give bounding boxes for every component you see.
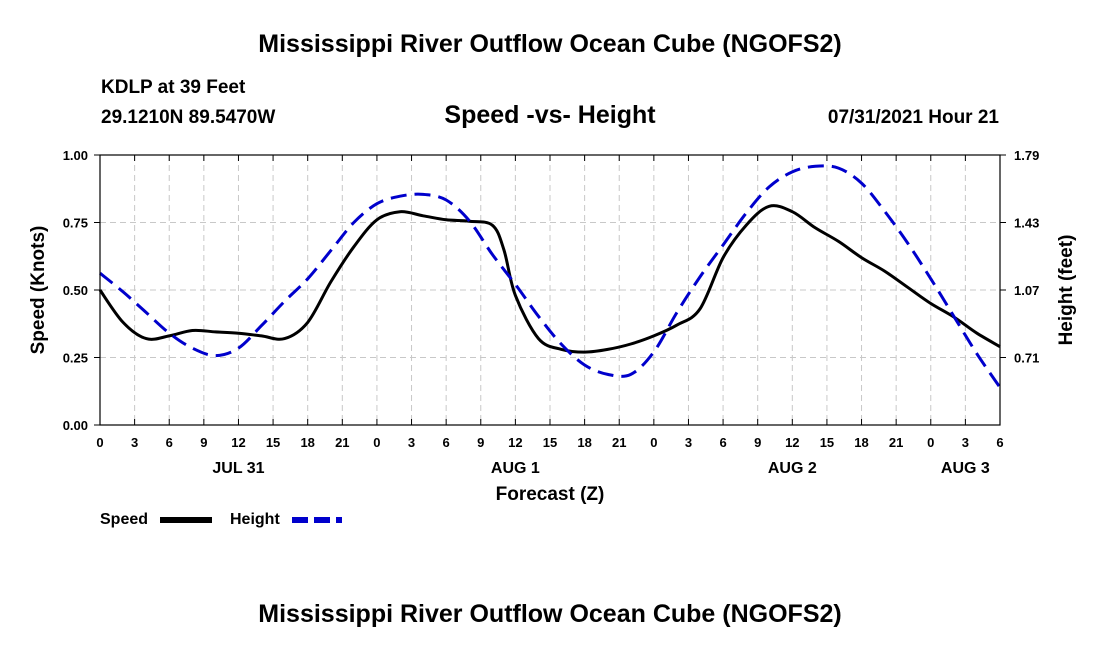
y-tick-label: 0.75	[63, 216, 88, 231]
x-tick-label: 15	[820, 435, 834, 450]
x-tick-label: 3	[131, 435, 138, 450]
x-tick-label: 0	[927, 435, 934, 450]
x-tick-label: 6	[719, 435, 726, 450]
y2-tick-label: 1.79	[1014, 148, 1039, 163]
x-day-label: AUG 3	[941, 460, 990, 477]
x-day-label: JUL 31	[212, 460, 264, 477]
x-tick-label: 18	[300, 435, 314, 450]
legend-height-label: Height	[230, 511, 280, 528]
y2-tick-label: 0.71	[1014, 351, 1039, 366]
x-tick-label: 9	[200, 435, 207, 450]
x-tick-label: 6	[443, 435, 450, 450]
x-tick-label: 18	[854, 435, 868, 450]
x-tick-label: 21	[612, 435, 626, 450]
x-tick-label: 0	[650, 435, 657, 450]
forecast-datetime: 07/31/2021 Hour 21	[827, 107, 999, 128]
x-day-label: AUG 1	[491, 460, 540, 477]
x-tick-label: 0	[96, 435, 103, 450]
y-tick-label: 0.00	[63, 418, 88, 433]
x-tick-label: 0	[373, 435, 380, 450]
chart-title: Mississippi River Outflow Ocean Cube (NG…	[258, 30, 842, 58]
data-series	[98, 164, 1002, 389]
grid-lines	[100, 155, 1000, 425]
x-day-label: AUG 2	[768, 460, 817, 477]
x-tick-label: 9	[754, 435, 761, 450]
x-tick-label: 12	[231, 435, 245, 450]
x-axis-label: Forecast (Z)	[496, 484, 605, 505]
y-tick-label: 1.00	[63, 148, 88, 163]
x-tick-label: 3	[685, 435, 692, 450]
x-tick-label: 18	[577, 435, 591, 450]
x-tick-label: 9	[477, 435, 484, 450]
y2-axis-label: Height (feet)	[1056, 235, 1077, 346]
chart-subtitle: Speed -vs- Height	[444, 101, 656, 129]
x-tick-label: 15	[266, 435, 280, 450]
legend: Speed Height	[100, 511, 342, 528]
y-tick-label: 0.50	[63, 283, 88, 298]
x-tick-label: 12	[785, 435, 799, 450]
station-coordinates: 29.1210N 89.5470W	[101, 107, 276, 128]
y2-tick-label: 1.07	[1014, 283, 1039, 298]
station-label: KDLP at 39 Feet	[101, 77, 246, 98]
legend-speed-label: Speed	[100, 511, 148, 528]
footer-title: Mississippi River Outflow Ocean Cube (NG…	[258, 600, 842, 628]
y-axis-label: Speed (Knots)	[28, 226, 49, 355]
y2-tick-label: 1.43	[1014, 216, 1039, 231]
axis-ticks: 0 3 6 9 12 15 18 21 0 3 6 9 12 15 18 21 0 3 6 9 12 15 18 21 0 3 6 0…	[63, 148, 1040, 477]
speed-series-line	[98, 204, 1001, 354]
x-tick-label: 3	[962, 435, 969, 450]
x-tick-label: 12	[508, 435, 522, 450]
y-tick-label: 0.25	[63, 351, 88, 366]
x-tick-label: 3	[408, 435, 415, 450]
x-tick-label: 15	[543, 435, 557, 450]
x-tick-label: 6	[166, 435, 173, 450]
x-tick-label: 21	[889, 435, 903, 450]
x-tick-label: 21	[335, 435, 349, 450]
height-series-line	[99, 164, 1002, 389]
x-tick-label: 6	[996, 435, 1003, 450]
